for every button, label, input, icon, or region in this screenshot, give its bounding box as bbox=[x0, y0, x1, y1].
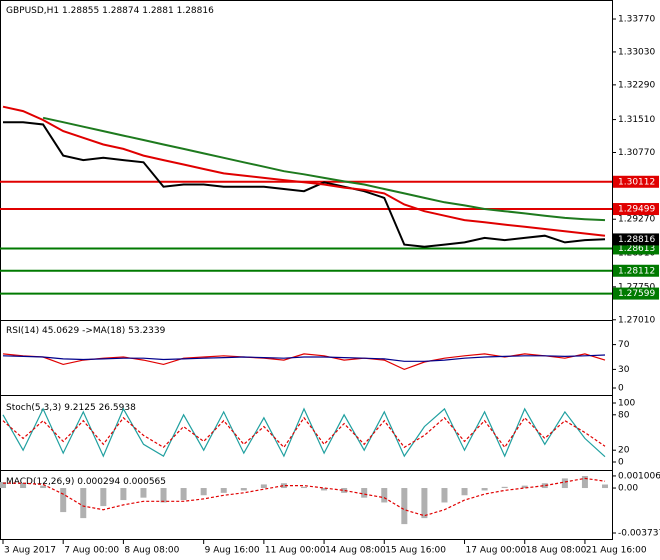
indicator-title: RSI(14) bbox=[6, 326, 39, 336]
level-label-box bbox=[613, 264, 659, 277]
price-label: 1.28816 bbox=[618, 235, 655, 245]
histogram-bar bbox=[421, 488, 428, 519]
histogram-bar bbox=[200, 488, 207, 496]
y-tick-label: -0.003737 bbox=[618, 528, 660, 538]
y-tick-label: 0 bbox=[618, 384, 624, 394]
ohlc-value: 1.2881 bbox=[142, 6, 174, 16]
ohlc-value: 1.28874 bbox=[102, 6, 139, 16]
y-tick-label: 20 bbox=[618, 446, 630, 456]
panel-header: RSI(14) 45.0629 ->MA(18) 53.2339 bbox=[6, 326, 166, 336]
histogram-bar bbox=[461, 488, 468, 496]
x-tick-label: 9 Aug 16:00 bbox=[205, 546, 260, 556]
histogram-bar bbox=[100, 488, 107, 507]
series-line bbox=[2, 354, 606, 362]
y-tick-label: 100 bbox=[618, 399, 635, 409]
histogram-bar bbox=[401, 488, 408, 525]
histogram-bar bbox=[160, 488, 167, 503]
histogram-bar bbox=[120, 488, 127, 501]
price-label-box bbox=[613, 233, 659, 246]
histogram-bar bbox=[481, 488, 488, 491]
y-tick-label: 1.30770 bbox=[618, 148, 655, 158]
y-tick-label: 1.31510 bbox=[618, 115, 655, 125]
histogram-bar bbox=[521, 485, 528, 489]
indicator-title: MACD(12,26,9) bbox=[6, 477, 74, 487]
readout-value: 0.000294 bbox=[77, 477, 120, 487]
histogram-bar bbox=[581, 476, 588, 489]
x-tick-label: 3 Aug 2017 bbox=[4, 546, 56, 556]
histogram-bar bbox=[240, 488, 247, 491]
x-tick-label: 14 Aug 08:00 bbox=[325, 546, 386, 556]
series-line bbox=[3, 121, 606, 248]
histogram-bar bbox=[501, 486, 508, 489]
histogram-bar bbox=[260, 484, 267, 489]
x-tick-label: 15 Aug 16:00 bbox=[385, 546, 446, 556]
indicator-title: GBPUSD,H1 bbox=[6, 6, 59, 16]
level-label: 1.30112 bbox=[618, 177, 655, 187]
panel-header: MACD(12,26,9) 0.000294 0.000565 bbox=[6, 477, 166, 487]
y-tick-label: 0.00 bbox=[618, 484, 638, 494]
histogram-bar bbox=[341, 488, 348, 493]
x-tick-label: 7 Aug 00:00 bbox=[64, 546, 119, 556]
level-label: 1.27599 bbox=[618, 289, 655, 299]
y-tick-label: 30 bbox=[618, 365, 630, 375]
series-line bbox=[3, 477, 606, 517]
x-tick-label: 21 Aug 16:00 bbox=[586, 546, 647, 556]
series-line bbox=[2, 105, 606, 237]
panel-header: GBPUSD,H1 1.28855 1.28874 1.2881 1.28816 bbox=[6, 6, 214, 16]
y-tick-label: 1.27750 bbox=[618, 282, 655, 292]
histogram-bar bbox=[441, 488, 448, 503]
readout-value: 0.000565 bbox=[123, 477, 166, 487]
histogram-bar bbox=[321, 488, 328, 491]
x-tick-label: 17 Aug 00:00 bbox=[466, 546, 527, 556]
histogram-bar bbox=[140, 488, 147, 498]
histogram-bar bbox=[0, 482, 6, 489]
level-label-box bbox=[613, 203, 659, 216]
indicator-title: Stoch(5,3,3) bbox=[6, 403, 61, 413]
level-label-box bbox=[613, 175, 659, 188]
y-tick-label: 0.001006 bbox=[618, 471, 660, 481]
y-tick-label: 1.33770 bbox=[618, 15, 655, 25]
histogram-bar bbox=[60, 488, 67, 513]
readout-value: 45.0629 bbox=[42, 326, 79, 336]
histogram-bar bbox=[40, 485, 47, 489]
histogram-bar bbox=[280, 483, 287, 489]
x-tick-label: 8 Aug 08:00 bbox=[124, 546, 179, 556]
histogram-bar bbox=[20, 483, 27, 489]
histogram-bar bbox=[361, 488, 368, 498]
histogram-bar bbox=[561, 478, 568, 489]
readout-value: 9.2125 bbox=[64, 403, 96, 413]
y-tick-label: 1.32290 bbox=[618, 80, 655, 90]
panel-header: Stoch(5,3,3) 9.2125 26.5938 bbox=[6, 403, 136, 413]
histogram-bar bbox=[220, 488, 227, 493]
ohlc-value: 1.28855 bbox=[62, 6, 99, 16]
series-line bbox=[42, 116, 606, 222]
histogram-bar bbox=[602, 484, 608, 489]
level-label: 1.29499 bbox=[618, 205, 655, 215]
y-tick-label: 0 bbox=[618, 458, 624, 468]
level-label: 1.28112 bbox=[618, 266, 655, 276]
y-tick-label: 80 bbox=[618, 410, 630, 420]
y-tick-label: 1.33030 bbox=[618, 47, 655, 57]
level-label-box bbox=[613, 287, 659, 300]
y-tick-label: 1.27010 bbox=[618, 315, 655, 325]
ma-title: ->MA(18) bbox=[82, 326, 125, 336]
series-line bbox=[2, 407, 606, 458]
histogram-bar bbox=[381, 488, 388, 503]
x-tick-label: 11 Aug 00:00 bbox=[265, 546, 326, 556]
readout-value: 26.5938 bbox=[99, 403, 136, 413]
x-tick-label: 18 Aug 08:00 bbox=[526, 546, 587, 556]
level-label-box bbox=[613, 242, 659, 255]
ma-readout: 53.2339 bbox=[128, 326, 165, 336]
histogram-bar bbox=[301, 486, 307, 489]
level-label: 1.28613 bbox=[618, 244, 655, 254]
histogram-bar bbox=[541, 483, 548, 489]
y-tick-label: 1.29270 bbox=[618, 215, 655, 225]
histogram-bar bbox=[80, 488, 87, 519]
ohlc-value: 1.28816 bbox=[177, 6, 214, 16]
histogram-bar bbox=[180, 488, 187, 501]
series-line bbox=[2, 416, 606, 449]
y-tick-label: 70 bbox=[618, 340, 630, 350]
